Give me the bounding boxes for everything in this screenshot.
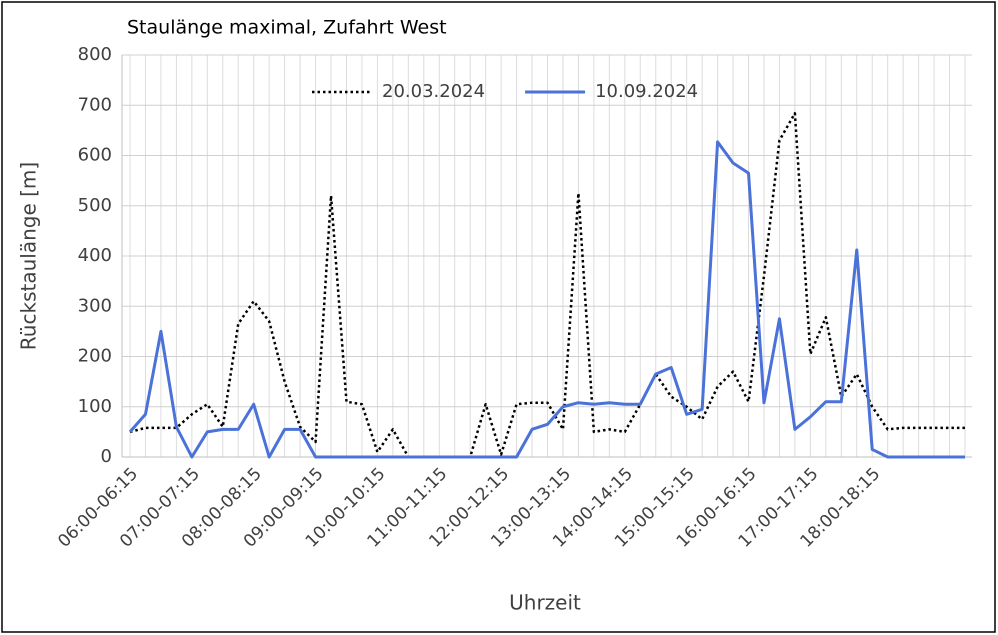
y-tick-label: 600 bbox=[78, 145, 112, 166]
y-tick-label: 400 bbox=[78, 245, 112, 266]
y-tick-label: 100 bbox=[78, 396, 112, 417]
y-tick-label: 200 bbox=[78, 346, 112, 367]
legend-label: 10.09.2024 bbox=[595, 81, 698, 102]
chart-title: Staulänge maximal, Zufahrt West bbox=[127, 17, 447, 39]
series-line bbox=[128, 140, 965, 459]
y-tick-label: 700 bbox=[78, 94, 112, 115]
series-line bbox=[129, 112, 965, 459]
y-tick-label: 500 bbox=[78, 195, 112, 216]
x-axis-label: Uhrzeit bbox=[509, 591, 581, 615]
y-tick-label: 0 bbox=[101, 446, 112, 467]
y-tick-label: 300 bbox=[78, 295, 112, 316]
y-axis-label: Rückstaulänge [m] bbox=[17, 162, 41, 350]
legend-label: 20.03.2024 bbox=[382, 81, 485, 102]
y-tick-label: 800 bbox=[78, 44, 112, 65]
